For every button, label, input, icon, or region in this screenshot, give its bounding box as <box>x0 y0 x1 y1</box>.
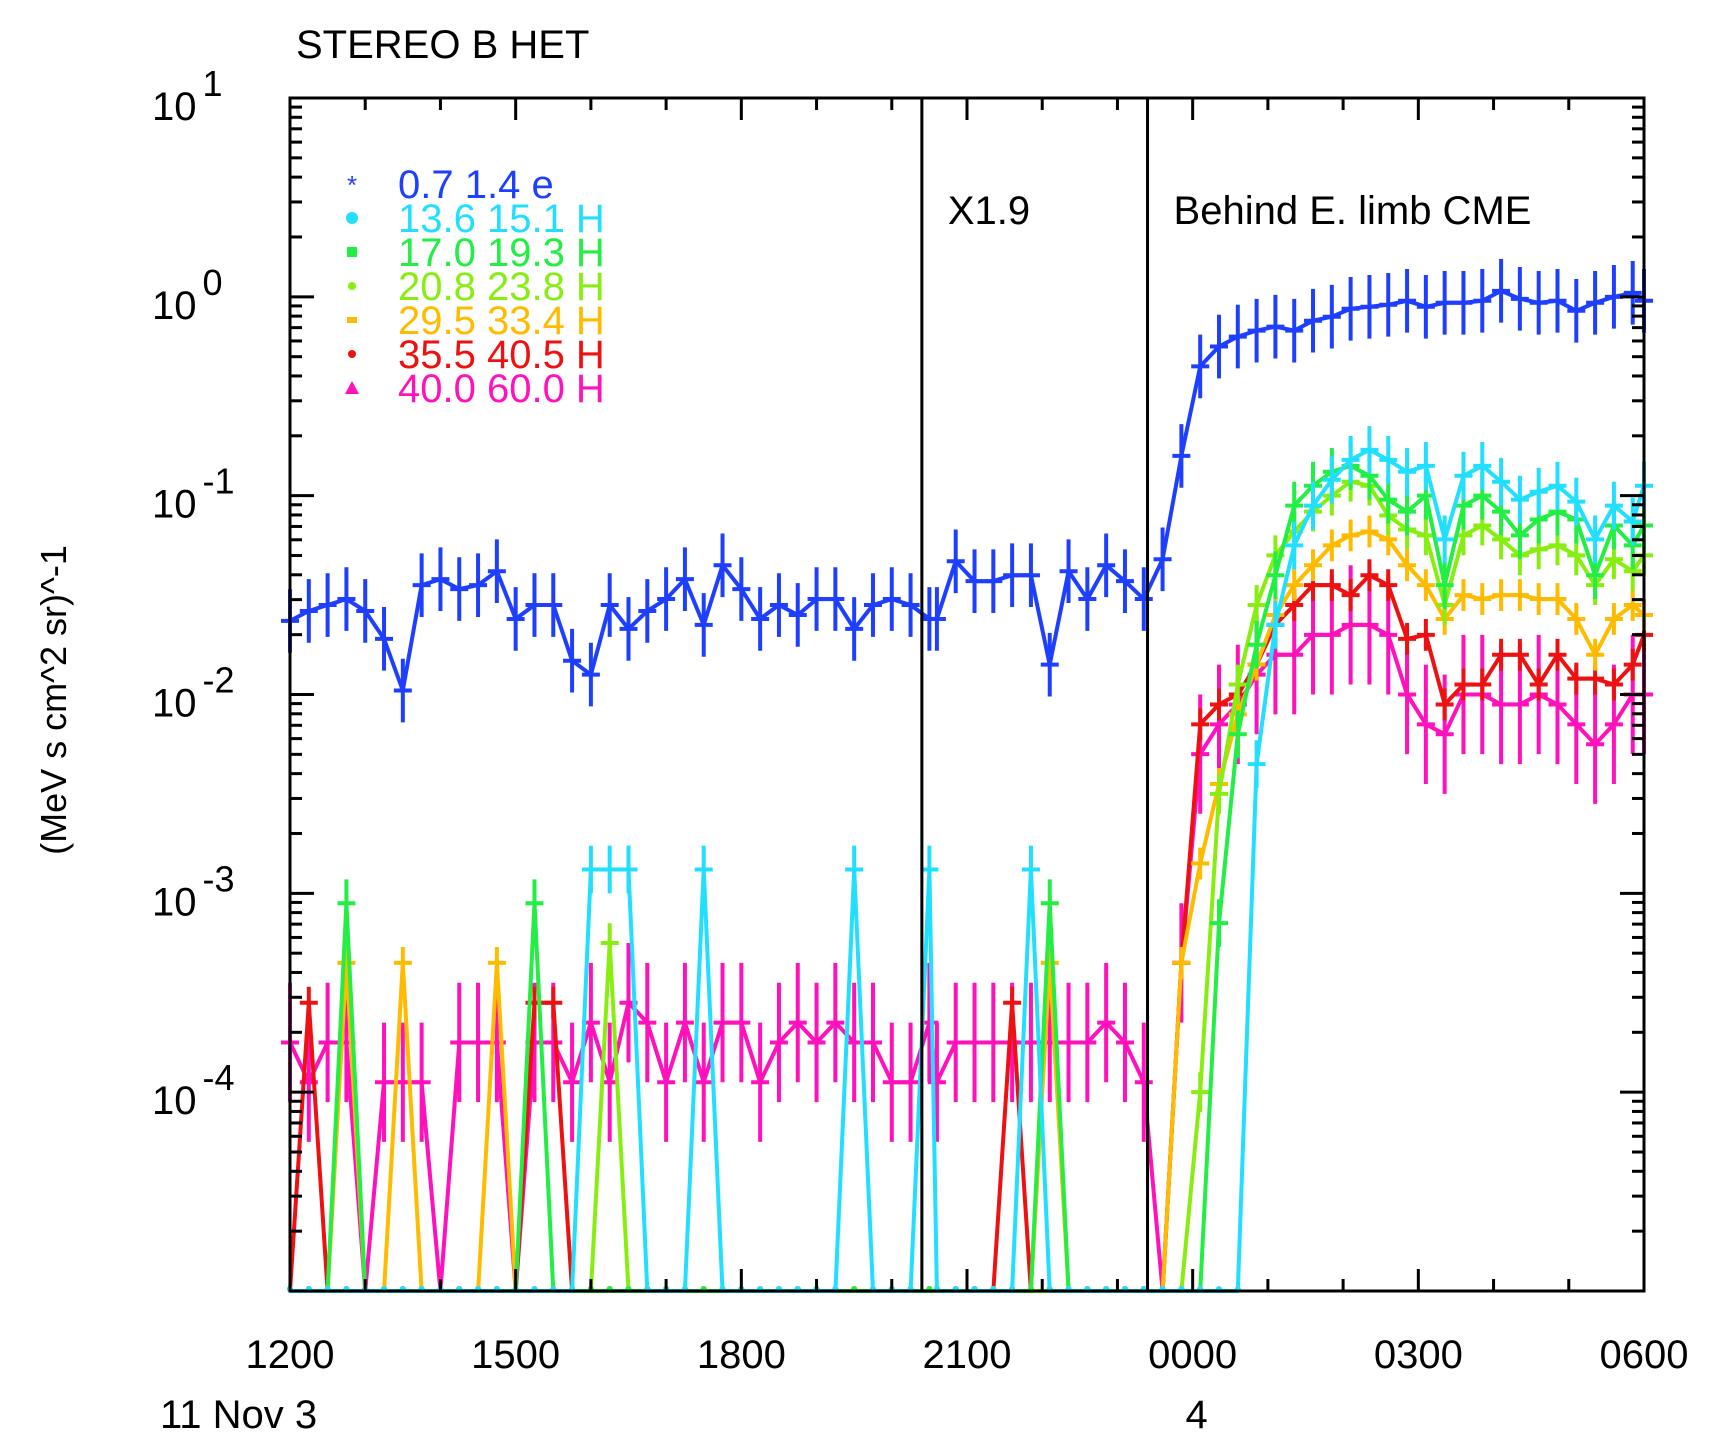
x-tick-label: 1800 <box>697 1333 786 1377</box>
x-tick-label: 2100 <box>923 1333 1012 1377</box>
y-tick-label: 101 <box>152 63 223 129</box>
series-0 <box>281 259 1653 723</box>
y-tick-label: 10-1 <box>152 461 235 527</box>
series-layer <box>281 259 1653 1293</box>
legend-item: * 0.7 1.4 e <box>347 163 554 207</box>
y-axis: 101 100 10-1 10-2 10-3 10-4 <box>152 63 1644 1233</box>
event-label: X1.9 <box>948 189 1030 233</box>
legend-label: 29.5 33.4 H <box>398 299 605 343</box>
x-tick-label: 1500 <box>471 1333 560 1377</box>
legend-item: 17.0 19.3 H <box>347 231 605 275</box>
event-lines: X1.9 Behind E. limb CME <box>920 98 1532 1291</box>
legend-item: 40.0 60.0 H <box>345 367 605 411</box>
chart-title: STEREO B HET <box>296 23 589 67</box>
event-label: Behind E. limb CME <box>1174 189 1532 233</box>
legend-item: 35.5 40.5 H <box>348 333 605 377</box>
x-tick-label: 0600 <box>1600 1333 1689 1377</box>
legend-label: 35.5 40.5 H <box>398 333 605 377</box>
x-tick-label: 0000 <box>1148 1333 1237 1377</box>
legend-marker <box>346 212 358 224</box>
legend-marker <box>347 317 357 323</box>
date-label: 4 <box>1186 1393 1208 1436</box>
legend-label: 40.0 60.0 H <box>398 367 605 411</box>
legend-marker <box>348 282 356 290</box>
x-tick-label: 0300 <box>1374 1333 1463 1377</box>
legend-item: 13.6 15.1 H <box>346 197 605 241</box>
y-tick-label: 10-2 <box>152 660 235 726</box>
legend-label: 13.6 15.1 H <box>398 197 605 241</box>
x-tick-label: 1200 <box>246 1333 335 1377</box>
legend-item: 29.5 33.4 H <box>347 299 605 343</box>
legend-label: 0.7 1.4 e <box>398 163 554 207</box>
legend-item: 20.8 23.8 H <box>348 265 605 309</box>
legend-label: 17.0 19.3 H <box>398 231 605 275</box>
date-label: 11 Nov 3 <box>160 1393 317 1436</box>
legend-marker <box>348 350 356 358</box>
y-tick-label: 10-3 <box>152 858 235 924</box>
x-axis: 1200 1500 1800 2100 0000 0300 0600 11 Nov 3 4 <box>160 98 1688 1436</box>
y-tick-label: 100 <box>152 262 223 328</box>
legend-marker <box>347 247 357 257</box>
legend: * 0.7 1.4 e13.6 15.1 H17.0 19.3 H20.8 23.… <box>345 163 605 411</box>
y-axis-label: (MeV s cm^2 sr)^-1 <box>33 545 74 855</box>
y-tick-label: 10-4 <box>152 1057 235 1123</box>
legend-marker: * <box>347 170 357 200</box>
legend-marker <box>345 381 359 394</box>
legend-label: 20.8 23.8 H <box>398 265 605 309</box>
